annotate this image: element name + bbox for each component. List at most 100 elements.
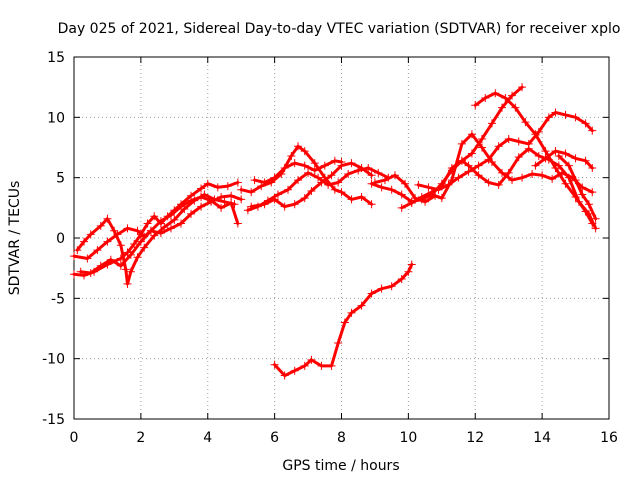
data-point bbox=[203, 179, 212, 188]
data-point bbox=[491, 89, 500, 98]
data-point bbox=[397, 275, 406, 284]
series-line bbox=[273, 263, 414, 378]
data-point bbox=[197, 192, 206, 201]
data-point bbox=[270, 195, 279, 204]
data-point bbox=[146, 226, 155, 235]
data-point bbox=[454, 173, 463, 182]
data-point bbox=[96, 221, 105, 230]
data-point bbox=[227, 191, 236, 200]
data-point bbox=[337, 188, 346, 197]
data-point bbox=[257, 182, 266, 191]
data-point bbox=[270, 360, 279, 369]
x-tick-label: 2 bbox=[136, 430, 145, 446]
data-point bbox=[357, 301, 366, 310]
data-point bbox=[106, 255, 115, 264]
series-arc-4 bbox=[76, 192, 242, 277]
series-line bbox=[72, 181, 240, 277]
data-point bbox=[166, 211, 175, 220]
data-point bbox=[457, 139, 466, 148]
data-point bbox=[143, 219, 152, 228]
data-point bbox=[243, 206, 252, 215]
data-point bbox=[93, 246, 102, 255]
data-point bbox=[581, 156, 590, 165]
data-point bbox=[404, 267, 413, 276]
data-point bbox=[150, 212, 159, 221]
data-point bbox=[457, 156, 466, 165]
data-point bbox=[518, 83, 527, 92]
series-arc-8 bbox=[250, 156, 346, 187]
data-point bbox=[434, 185, 443, 194]
chart-title: Day 025 of 2021, Sidereal Day-to-day VTE… bbox=[58, 21, 621, 37]
data-point bbox=[284, 185, 292, 194]
data-point bbox=[514, 153, 523, 162]
x-tick-label: 14 bbox=[533, 430, 551, 446]
data-point bbox=[447, 164, 456, 173]
data-point bbox=[273, 190, 282, 199]
data-point bbox=[477, 143, 486, 152]
data-point bbox=[481, 94, 490, 103]
data-point bbox=[377, 284, 386, 293]
data-point bbox=[133, 253, 142, 262]
data-point bbox=[544, 113, 553, 122]
data-point bbox=[581, 119, 590, 128]
data-point bbox=[73, 246, 82, 255]
data-point bbox=[337, 157, 346, 166]
data-point bbox=[223, 182, 232, 191]
data-point bbox=[300, 147, 309, 156]
data-point bbox=[401, 179, 410, 188]
data-point bbox=[70, 270, 78, 279]
data-point bbox=[166, 224, 175, 233]
data-point bbox=[561, 179, 570, 188]
data-point bbox=[467, 149, 476, 158]
y-tick-label: 15 bbox=[47, 50, 65, 66]
data-point bbox=[357, 192, 366, 201]
data-point bbox=[564, 161, 573, 170]
data-point bbox=[156, 229, 165, 238]
x-axis-label: GPS time / hours bbox=[282, 458, 399, 474]
y-tick-label: 0 bbox=[56, 231, 65, 247]
data-point bbox=[511, 103, 520, 112]
data-point bbox=[177, 219, 185, 228]
data-point bbox=[508, 176, 517, 185]
data-point bbox=[330, 185, 339, 194]
data-point bbox=[213, 183, 222, 192]
x-tick-label: 10 bbox=[399, 430, 417, 446]
data-point bbox=[307, 355, 316, 364]
data-point bbox=[327, 171, 336, 180]
data-point bbox=[364, 164, 373, 173]
data-point bbox=[414, 180, 423, 189]
data-point bbox=[397, 203, 406, 212]
data-point bbox=[290, 200, 299, 209]
data-point bbox=[126, 267, 135, 276]
data-point bbox=[548, 174, 557, 183]
data-point bbox=[300, 161, 309, 170]
data-point bbox=[541, 147, 550, 156]
data-point bbox=[86, 230, 95, 239]
data-point bbox=[471, 101, 480, 110]
data-point bbox=[498, 103, 506, 112]
data-point bbox=[247, 202, 256, 211]
data-point bbox=[467, 130, 476, 139]
x-tick-label: 12 bbox=[466, 430, 484, 446]
data-point bbox=[588, 126, 597, 135]
data-point bbox=[177, 202, 185, 211]
data-point bbox=[123, 279, 132, 288]
data-point bbox=[287, 151, 296, 160]
data-point bbox=[588, 164, 597, 173]
data-point bbox=[444, 180, 453, 189]
data-point bbox=[160, 223, 169, 232]
data-point bbox=[327, 361, 336, 370]
data-point bbox=[334, 178, 343, 187]
data-point bbox=[197, 202, 206, 211]
data-point bbox=[220, 197, 229, 206]
data-point bbox=[307, 186, 316, 195]
data-point bbox=[103, 237, 112, 246]
data-point bbox=[551, 147, 560, 156]
series-arc-15 bbox=[531, 147, 597, 173]
data-point bbox=[280, 164, 289, 173]
data-point bbox=[304, 168, 313, 177]
series-arc-14 bbox=[471, 89, 597, 228]
data-point bbox=[437, 194, 446, 203]
data-point bbox=[133, 226, 142, 235]
data-point bbox=[531, 130, 540, 139]
